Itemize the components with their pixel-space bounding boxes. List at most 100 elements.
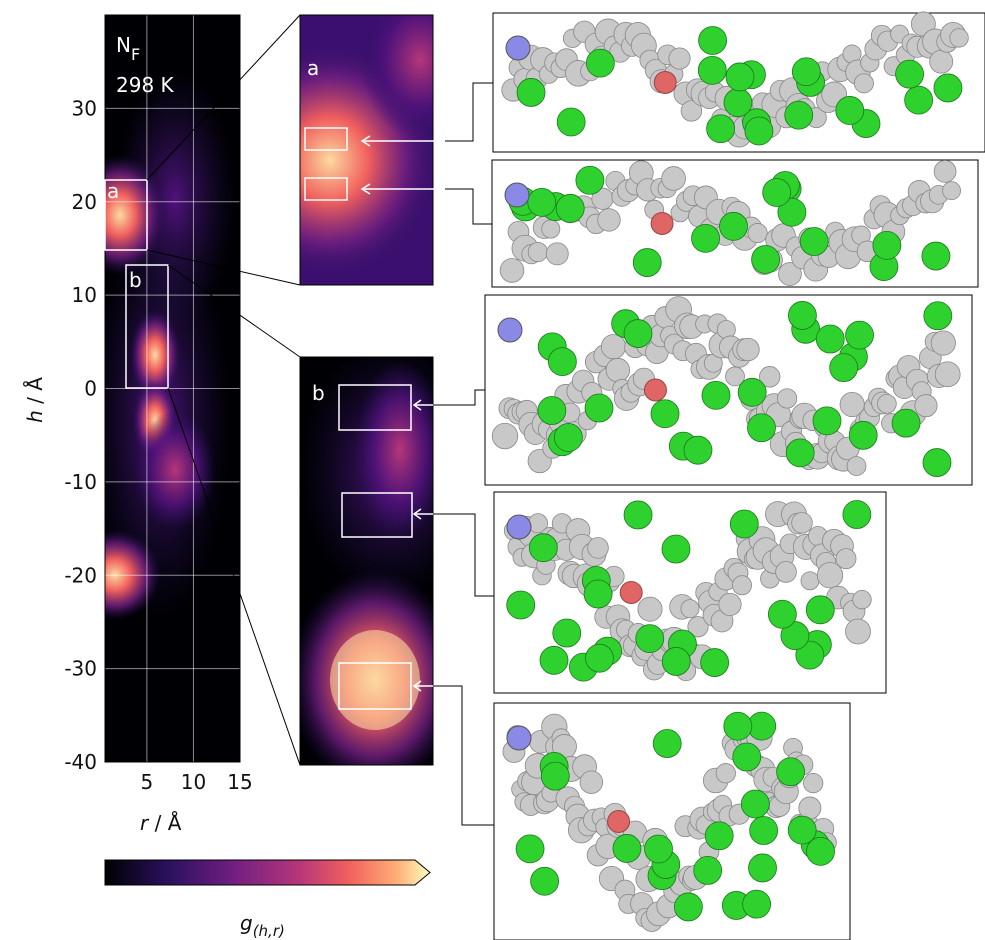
region-label: b bbox=[129, 268, 142, 292]
atom bbox=[896, 60, 924, 88]
atom bbox=[943, 182, 961, 200]
atom bbox=[585, 644, 613, 672]
atom bbox=[506, 36, 530, 60]
atom bbox=[705, 822, 733, 850]
atom bbox=[788, 301, 816, 329]
atom bbox=[606, 358, 630, 382]
atom bbox=[674, 893, 702, 921]
atom bbox=[554, 423, 582, 451]
atom bbox=[752, 245, 780, 273]
y-tick-label: 0 bbox=[84, 377, 97, 401]
atom bbox=[662, 535, 690, 563]
atom bbox=[541, 762, 569, 790]
atom bbox=[915, 395, 937, 417]
atom bbox=[557, 108, 585, 136]
atom bbox=[738, 378, 766, 406]
atom bbox=[684, 436, 712, 464]
atom bbox=[934, 74, 962, 102]
atom bbox=[750, 817, 778, 845]
atom bbox=[507, 515, 531, 539]
atom bbox=[633, 249, 661, 277]
atom bbox=[576, 166, 604, 194]
atom bbox=[935, 362, 960, 387]
atom bbox=[950, 29, 969, 48]
atom bbox=[922, 242, 950, 270]
atom bbox=[651, 400, 679, 428]
atom bbox=[588, 538, 609, 559]
atom bbox=[553, 619, 581, 647]
atom bbox=[608, 811, 630, 833]
atom bbox=[749, 854, 777, 882]
y-tick-label: -20 bbox=[64, 563, 97, 587]
atom bbox=[877, 394, 896, 413]
atom bbox=[843, 501, 871, 529]
atom bbox=[786, 439, 814, 467]
atom bbox=[528, 188, 556, 216]
atom bbox=[492, 423, 518, 449]
atom bbox=[777, 758, 805, 786]
atom bbox=[644, 379, 666, 401]
atom bbox=[585, 394, 613, 422]
atom bbox=[816, 325, 844, 353]
y-tick-label: 30 bbox=[72, 96, 97, 120]
atom bbox=[854, 74, 873, 93]
colorbar bbox=[105, 860, 430, 885]
atom bbox=[788, 816, 816, 844]
atom bbox=[500, 259, 524, 283]
atom bbox=[724, 89, 752, 117]
atom bbox=[730, 510, 758, 538]
atom bbox=[836, 549, 856, 569]
y-tick-label: 10 bbox=[72, 283, 97, 307]
y-tick-label: -10 bbox=[64, 470, 97, 494]
atom bbox=[846, 321, 874, 349]
atom bbox=[732, 576, 751, 595]
atom bbox=[845, 619, 870, 644]
atom bbox=[654, 72, 676, 94]
atom bbox=[892, 409, 920, 437]
inset-a bbox=[220, 0, 480, 285]
atom bbox=[701, 649, 729, 677]
atom bbox=[528, 242, 547, 261]
atom bbox=[768, 600, 796, 628]
atom bbox=[853, 590, 872, 609]
atom bbox=[776, 562, 797, 583]
atom bbox=[516, 835, 544, 863]
atom bbox=[905, 86, 933, 114]
atom bbox=[669, 48, 690, 69]
atom bbox=[748, 223, 767, 242]
atom bbox=[598, 209, 621, 232]
x-tick-label: 5 bbox=[141, 770, 154, 794]
colorbar-label: g(h,r) bbox=[240, 911, 285, 940]
y-tick-label: -40 bbox=[64, 750, 97, 774]
atom bbox=[741, 790, 769, 818]
atom bbox=[584, 580, 612, 608]
inset-b bbox=[290, 340, 480, 790]
atom bbox=[763, 178, 791, 206]
atom bbox=[601, 335, 625, 359]
atom bbox=[531, 867, 559, 895]
atom bbox=[801, 572, 819, 590]
atom bbox=[542, 220, 560, 238]
atom bbox=[873, 231, 901, 259]
y-axis-label: h / Å bbox=[23, 377, 47, 423]
atom bbox=[931, 331, 955, 355]
atom bbox=[505, 183, 529, 207]
atom bbox=[720, 212, 748, 240]
atom bbox=[548, 348, 576, 376]
atom bbox=[716, 764, 735, 783]
atom bbox=[847, 457, 866, 476]
atom bbox=[507, 591, 535, 619]
atom bbox=[624, 501, 652, 529]
figure: a b NF 298 K a b g(h,r) bbox=[0, 0, 985, 940]
atom bbox=[747, 414, 775, 442]
atom bbox=[806, 596, 834, 624]
atom bbox=[651, 213, 673, 235]
x-tick-label: 10 bbox=[181, 770, 206, 794]
inset-label: a bbox=[307, 56, 319, 80]
inset-label: b bbox=[312, 381, 325, 405]
atom bbox=[719, 593, 741, 615]
x-tick-label: 15 bbox=[227, 770, 252, 794]
atom bbox=[662, 647, 690, 675]
atom bbox=[507, 726, 531, 750]
atom bbox=[653, 730, 681, 758]
